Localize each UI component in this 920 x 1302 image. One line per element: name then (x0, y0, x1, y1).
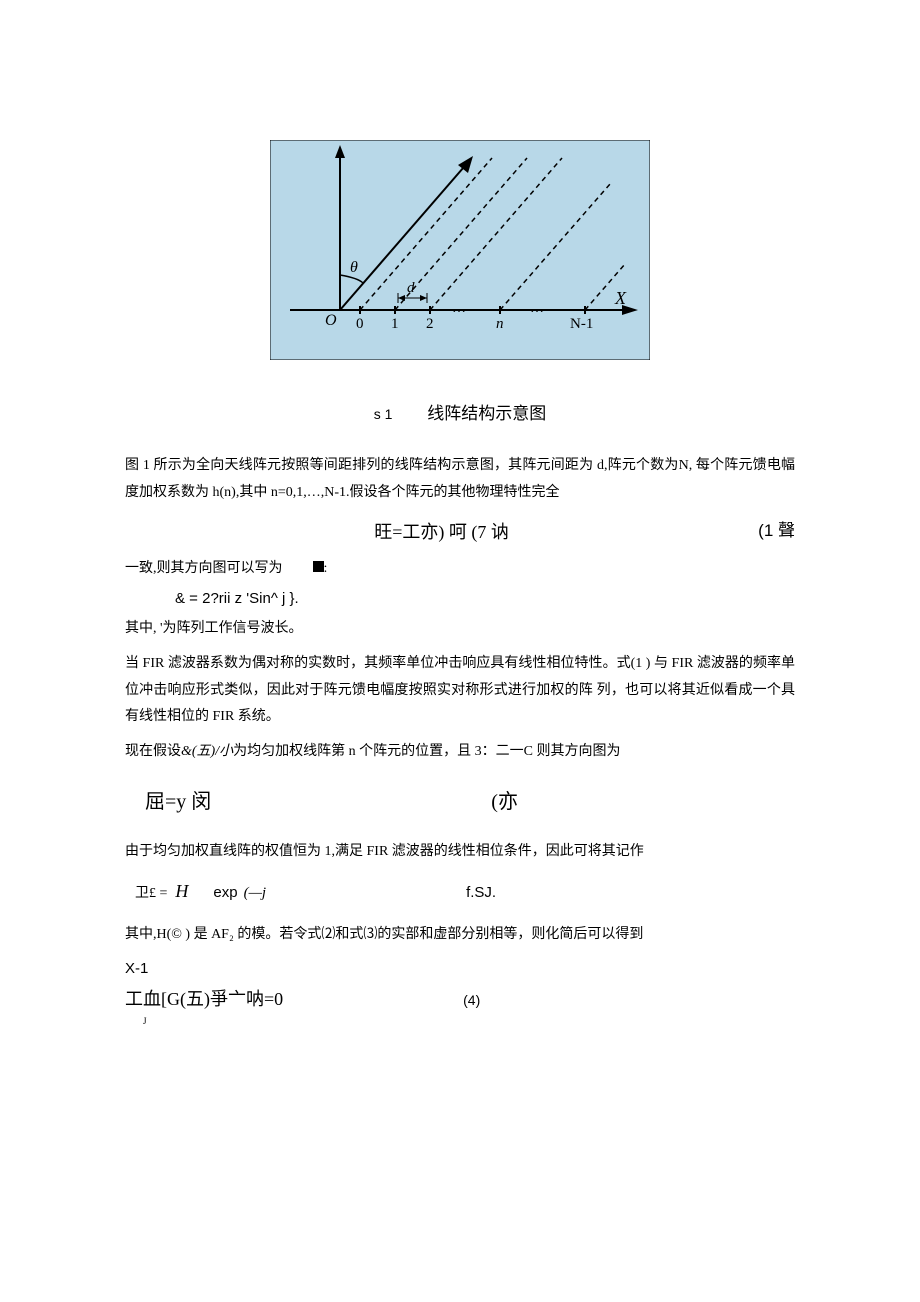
svg-text:n: n (496, 316, 504, 332)
caption-prefix: s 1 (374, 406, 393, 422)
figure-container: θ d … … O 0 1 2 n N-1 X (125, 140, 795, 370)
svg-text:…: … (530, 301, 544, 316)
svg-text:…: … (452, 301, 466, 316)
svg-text:0: 0 (356, 316, 364, 332)
eq1-num: (1 聲 (758, 517, 795, 546)
equation-1: 旺=工亦) 呵 (7 讷 (1 聲 (125, 517, 795, 548)
array-diagram: θ d … … O 0 1 2 n N-1 X (270, 140, 650, 360)
eq3-H: H (175, 876, 188, 907)
paragraph-1: 图 1 所示为全向天线阵元按照等间距排列的线阵结构示意图，其阵元间距为 d,阵元… (125, 453, 795, 506)
eq-indented: & = 2?rii z 'Sin^ j }. (175, 586, 795, 612)
svg-text:θ: θ (350, 259, 358, 276)
eq3-paren: (—j (244, 881, 267, 907)
paragraph-3: 其中, '为阵列工作信号波长。 (125, 616, 795, 643)
paragraph-6: 由于均匀加权直线阵的权值恒为 1,满足 FIR 滤波器的线性相位条件，因此可将其… (125, 839, 795, 866)
para2-text: 一致,则其方向图可以写为 (125, 557, 283, 581)
equation-4: 工血[G(五)爭亠呐=0 (4) J (125, 984, 795, 1030)
eq2-text: 屈=y 闵 (145, 785, 211, 819)
svg-text:X: X (614, 288, 627, 308)
caption-text: 线阵结构示意图 (427, 404, 546, 423)
eq2-num: (亦 (491, 785, 518, 819)
equation-3: 卫£ = H exp (—j f.SJ. (135, 876, 795, 907)
svg-text:N-1: N-1 (570, 316, 593, 332)
para5-prefix: 现在假设 (125, 744, 181, 759)
paragraph-4: 当 FIR 滤波器系数为偶对称的实数时，其频率单位冲击响应具有线性相位特性。式(… (125, 651, 795, 731)
paragraph-5: 现在假设&(五)/小为均匀加权线阵第 n 个阵元的位置，且 3：二一C 则其方向… (125, 739, 795, 766)
para2-line: 一致,则其方向图可以写为 : (125, 557, 795, 581)
black-square-icon (313, 561, 324, 572)
para5-italic: &(五)/小 (181, 744, 233, 759)
svg-text:2: 2 (426, 316, 434, 332)
x-minus-1: X-1 (125, 956, 795, 982)
para5-rest: 为均匀加权线阵第 n 个阵元的位置，且 3：二一C 则其方向图为 (233, 744, 620, 759)
eq1-text: 旺=工亦) 呵 (7 讷 (125, 517, 758, 548)
eq4-sub: J (143, 1014, 795, 1029)
eq3-p1: 卫£ = (135, 882, 167, 906)
svg-text:1: 1 (391, 316, 399, 332)
eq3-fsj: f.SJ. (466, 880, 496, 906)
equation-2: 屈=y 闵 (亦 (145, 785, 795, 819)
svg-text:O: O (325, 312, 337, 329)
eq4-text: 工血[G(五)爭亠呐=0 (125, 984, 283, 1015)
eq3-exp: exp (213, 880, 237, 906)
figure-caption: s 1 线阵结构示意图 (125, 400, 795, 429)
paragraph-7: 其中,H(© ) 是 AF₂ 的模。若令式⑵和式⑶的实部和虚部分别相等，则化简后… (125, 922, 795, 949)
svg-text:d: d (407, 280, 415, 296)
eq4-num: (4) (463, 989, 480, 1013)
